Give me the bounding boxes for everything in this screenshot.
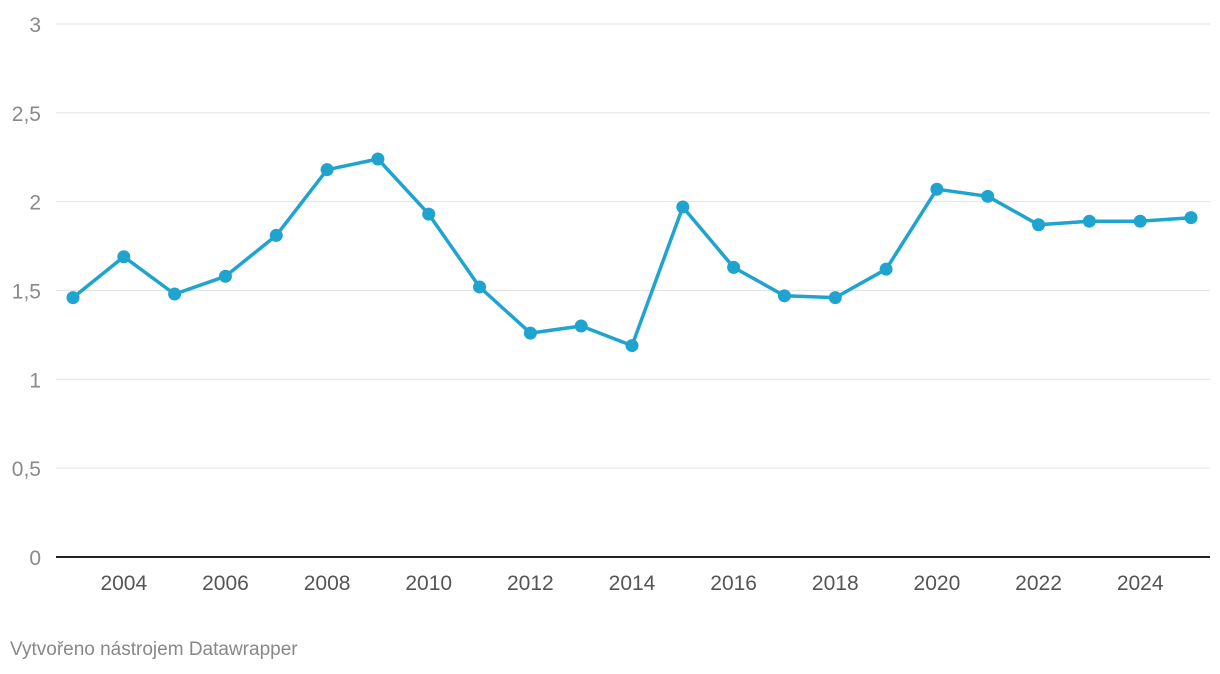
data-point — [1184, 211, 1198, 225]
data-point — [625, 339, 639, 353]
grid-lines — [56, 23, 1210, 469]
data-point — [1032, 218, 1046, 232]
x-tick-label: 2006 — [202, 572, 249, 595]
x-tick-label: 2016 — [710, 572, 757, 595]
y-tick-label: 3 — [29, 14, 41, 37]
data-point — [218, 269, 232, 283]
y-tick-label: 0 — [29, 547, 41, 570]
x-tick-label: 2018 — [812, 572, 859, 595]
x-tick-label: 2014 — [609, 572, 656, 595]
data-point — [1082, 214, 1096, 228]
series — [66, 152, 1198, 353]
data-point — [676, 200, 690, 214]
x-tick-label: 2008 — [304, 572, 351, 595]
data-point — [117, 250, 131, 264]
data-point — [1133, 214, 1147, 228]
y-tick-label: 0,5 — [12, 458, 41, 481]
data-point — [523, 326, 537, 340]
x-tick-label: 2012 — [507, 572, 554, 595]
data-point — [981, 189, 995, 203]
data-point — [168, 287, 182, 301]
x-tick-label: 2022 — [1015, 572, 1062, 595]
series-line — [71, 157, 1193, 348]
x-tick-label: 2020 — [914, 572, 961, 595]
data-point — [727, 260, 741, 274]
y-tick-label: 1,5 — [12, 281, 41, 304]
data-point — [828, 291, 842, 305]
data-point — [777, 289, 791, 303]
data-point — [66, 291, 80, 305]
data-point — [574, 319, 588, 333]
y-axis-ticks: 0 0,5 1 1,5 2 2,5 3 — [12, 14, 41, 570]
x-tick-label: 2010 — [405, 572, 452, 595]
data-point — [879, 262, 893, 276]
data-point — [930, 182, 944, 196]
x-tick-label: 2024 — [1117, 572, 1164, 595]
data-point — [422, 207, 436, 221]
datawrapper-credit: Vytvořeno nástrojem Datawrapper — [10, 639, 298, 660]
y-tick-label: 2,5 — [12, 103, 41, 126]
y-tick-label: 2 — [29, 192, 41, 215]
data-point — [473, 280, 487, 294]
x-axis-ticks: 2004 2006 2008 2010 2012 2014 2016 2018 2020 2022… — [100, 572, 1163, 595]
data-point — [269, 228, 283, 242]
x-tick-label: 2004 — [100, 572, 147, 595]
data-point — [371, 152, 385, 166]
data-point — [320, 163, 334, 177]
y-tick-label: 1 — [29, 369, 41, 392]
